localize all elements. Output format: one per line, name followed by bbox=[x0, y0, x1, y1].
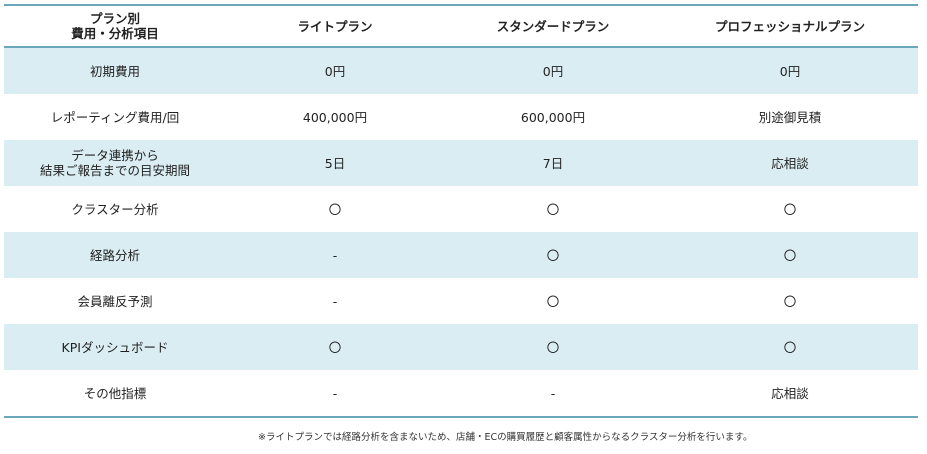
standard-cell: 〇 bbox=[444, 324, 662, 370]
row-label: 初期費用 bbox=[4, 47, 226, 94]
light-cell: 〇 bbox=[226, 186, 444, 232]
header-light-plan: ライトプラン bbox=[226, 5, 444, 48]
standard-cell: 〇 bbox=[444, 232, 662, 278]
row-label: 会員離反予測 bbox=[4, 278, 226, 324]
row-label: KPIダッシュボード bbox=[4, 324, 226, 370]
light-cell: - bbox=[226, 370, 444, 417]
light-cell: 0円 bbox=[226, 47, 444, 94]
row-label: 経路分析 bbox=[4, 232, 226, 278]
header-professional-plan: プロフェッショナルプラン bbox=[662, 5, 918, 48]
table-row: 会員離反予測 - 〇 〇 bbox=[4, 278, 918, 324]
standard-cell: 7日 bbox=[444, 140, 662, 186]
standard-cell: 〇 bbox=[444, 278, 662, 324]
row-label: クラスター分析 bbox=[4, 186, 226, 232]
table-row: KPIダッシュボード 〇 〇 〇 bbox=[4, 324, 918, 370]
standard-cell: - bbox=[444, 370, 662, 417]
plan-comparison-table: プラン別 費用・分析項目 ライトプラン スタンダードプラン プロフェッショナルプ… bbox=[4, 4, 918, 418]
row-label: その他指標 bbox=[4, 370, 226, 417]
pro-cell: 〇 bbox=[662, 324, 918, 370]
table-row: 初期費用 0円 0円 0円 bbox=[4, 47, 918, 94]
table-row: 経路分析 - 〇 〇 bbox=[4, 232, 918, 278]
pro-cell: 〇 bbox=[662, 186, 918, 232]
standard-cell: 0円 bbox=[444, 47, 662, 94]
pro-cell: 応相談 bbox=[662, 140, 918, 186]
pro-cell: 別途御見積 bbox=[662, 94, 918, 140]
table-row: レポーティング費用/回 400,000円 600,000円 別途御見積 bbox=[4, 94, 918, 140]
light-cell: 400,000円 bbox=[226, 94, 444, 140]
pro-cell: 〇 bbox=[662, 232, 918, 278]
light-cell: 5日 bbox=[226, 140, 444, 186]
header-standard-plan: スタンダードプラン bbox=[444, 5, 662, 48]
footnote: ※ライトプランでは経路分析を含まないため、店舗・ECの購買履歴と顧客属性からなる… bbox=[258, 432, 753, 443]
table-row: データ連携から 結果ご報告までの目安期間 5日 7日 応相談 bbox=[4, 140, 918, 186]
table-body: 初期費用 0円 0円 0円 レポーティング費用/回 400,000円 600,0… bbox=[4, 47, 918, 417]
pro-cell: 0円 bbox=[662, 47, 918, 94]
light-cell: 〇 bbox=[226, 324, 444, 370]
table-header: プラン別 費用・分析項目 ライトプラン スタンダードプラン プロフェッショナルプ… bbox=[4, 5, 918, 48]
row-label: データ連携から 結果ご報告までの目安期間 bbox=[4, 140, 226, 186]
row-label: レポーティング費用/回 bbox=[4, 94, 226, 140]
light-cell: - bbox=[226, 278, 444, 324]
pro-cell: 〇 bbox=[662, 278, 918, 324]
plan-comparison-table-wrapper: プラン別 費用・分析項目 ライトプラン スタンダードプラン プロフェッショナルプ… bbox=[4, 4, 918, 418]
pro-cell: 応相談 bbox=[662, 370, 918, 417]
table-row: その他指標 - - 応相談 bbox=[4, 370, 918, 417]
header-row: プラン別 費用・分析項目 ライトプラン スタンダードプラン プロフェッショナルプ… bbox=[4, 5, 918, 48]
light-cell: - bbox=[226, 232, 444, 278]
standard-cell: 600,000円 bbox=[444, 94, 662, 140]
header-plan-item: プラン別 費用・分析項目 bbox=[4, 5, 226, 48]
standard-cell: 〇 bbox=[444, 186, 662, 232]
table-row: クラスター分析 〇 〇 〇 bbox=[4, 186, 918, 232]
